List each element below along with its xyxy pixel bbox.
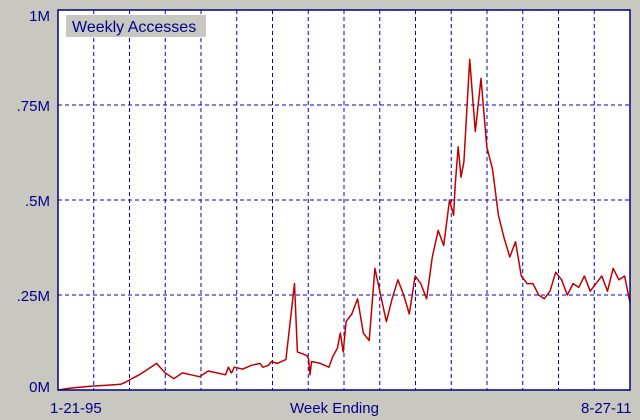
y-tick-label-background	[10, 6, 56, 25]
x-tick-label-end: 8-27-11	[581, 400, 632, 417]
x-label-end-background	[578, 397, 640, 416]
y-tick-label-background	[10, 191, 56, 210]
x-axis-label-background	[286, 397, 392, 416]
y-tick-label: .75M	[17, 98, 50, 115]
horizontal-gridlines	[58, 104, 630, 296]
y-tick-label: .25M	[17, 288, 50, 305]
y-tick-label: .5M	[25, 193, 50, 210]
chart-title: Weekly Accesses	[72, 19, 196, 36]
x-axis-label: Week Ending	[290, 400, 379, 417]
series-line	[57, 58, 631, 391]
y-tick-label-background	[10, 286, 56, 305]
x-tick-label-start: 1-21-95	[50, 400, 102, 417]
chart-title-background	[66, 15, 206, 37]
y-tick-labels: 0M .25M .5M .75M 1M	[10, 6, 56, 396]
y-tick-label: 0M	[29, 379, 50, 396]
y-tick-label-background	[10, 377, 56, 396]
y-tick-label-background	[10, 96, 56, 115]
plot-border	[57, 9, 631, 391]
x-label-start-background	[48, 397, 110, 416]
y-tick-label: 1M	[29, 8, 50, 25]
